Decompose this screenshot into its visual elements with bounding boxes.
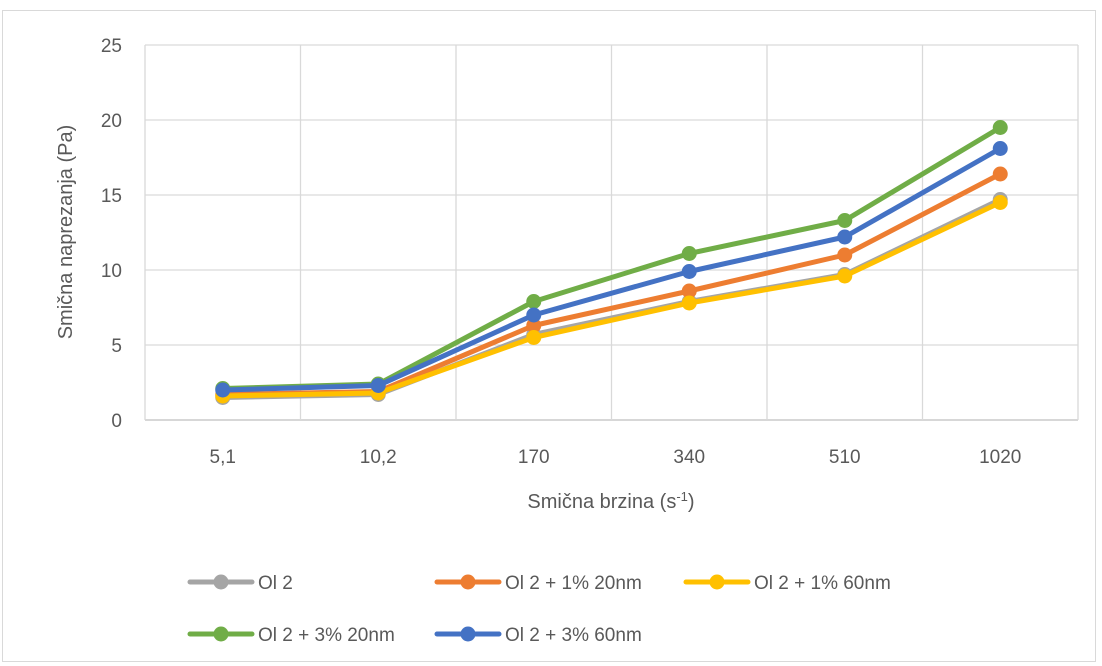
data-point <box>526 294 542 309</box>
data-point <box>681 295 697 311</box>
data-point <box>992 141 1008 156</box>
data-point <box>370 378 386 393</box>
legend-marker <box>709 574 725 590</box>
legend-label: Ol 2 + 1% 60nm <box>754 573 891 594</box>
x-tick-labels: 5,1 10,2 170 340 510 1020 <box>210 447 1022 468</box>
legend-label: Ol 2 + 3% 60nm <box>505 625 642 646</box>
legend-marker <box>213 626 229 642</box>
series-ol-2-3-60nm <box>215 141 1008 398</box>
legend-item: Ol 2 + 3% 20nm <box>187 625 395 646</box>
data-point <box>992 166 1008 182</box>
x-axis-title-end: ) <box>688 491 695 513</box>
series-layer <box>215 120 1008 405</box>
legend-item: Ol 2 + 1% 20nm <box>434 573 642 594</box>
legend-label: Ol 2 + 3% 20nm <box>258 625 395 646</box>
y-tick-label: 25 <box>101 36 122 57</box>
y-tick-label: 0 <box>111 411 122 432</box>
legend-label: Ol 2 <box>258 573 293 594</box>
data-point <box>837 247 853 263</box>
legend-item: Ol 2 + 1% 60nm <box>683 573 891 594</box>
data-point <box>681 246 697 261</box>
data-point <box>526 330 542 345</box>
x-tick-label: 340 <box>673 447 705 468</box>
legend-label: Ol 2 + 1% 20nm <box>505 573 642 594</box>
data-point <box>681 264 697 279</box>
x-tick-label: 10,2 <box>360 447 397 468</box>
data-point <box>837 229 853 245</box>
x-axis-title-sup: -1 <box>676 489 688 504</box>
x-tick-label: 510 <box>829 447 861 468</box>
x-tick-label: 5,1 <box>210 447 236 468</box>
x-axis-title-main: Smična brzina (s <box>527 491 676 513</box>
grid-layer <box>144 44 1079 421</box>
x-tick-label: 1020 <box>979 447 1021 468</box>
data-point <box>526 307 542 323</box>
legend-marker <box>460 574 476 590</box>
legend-marker <box>213 574 229 590</box>
x-tick-label: 170 <box>518 447 550 468</box>
x-axis-title: Smična brzina (s-1) <box>527 489 694 514</box>
y-tick-label: 5 <box>111 336 122 357</box>
y-tick-label: 20 <box>101 111 122 132</box>
legend: Ol 2 Ol 2 + 1% 20nm Ol 2 + 1% 60nm Ol 2 + 3… <box>187 573 891 646</box>
data-point <box>215 382 231 398</box>
y-tick-label: 10 <box>101 261 122 282</box>
series-line <box>220 146 1003 393</box>
data-point <box>681 283 697 299</box>
data-point <box>837 213 853 228</box>
data-point <box>526 318 542 333</box>
data-point <box>992 120 1008 135</box>
y-tick-labels: 0 5 10 15 20 25 <box>101 36 122 432</box>
series-line <box>220 200 1003 399</box>
data-point <box>837 268 853 284</box>
legend-item: Ol 2 + 3% 60nm <box>434 625 642 646</box>
y-axis-title: Smična naprezanja (Pa) <box>55 125 77 340</box>
legend-marker <box>460 626 476 642</box>
y-tick-label: 15 <box>101 186 122 207</box>
legend-item: Ol 2 <box>187 573 293 594</box>
data-point <box>992 195 1008 210</box>
